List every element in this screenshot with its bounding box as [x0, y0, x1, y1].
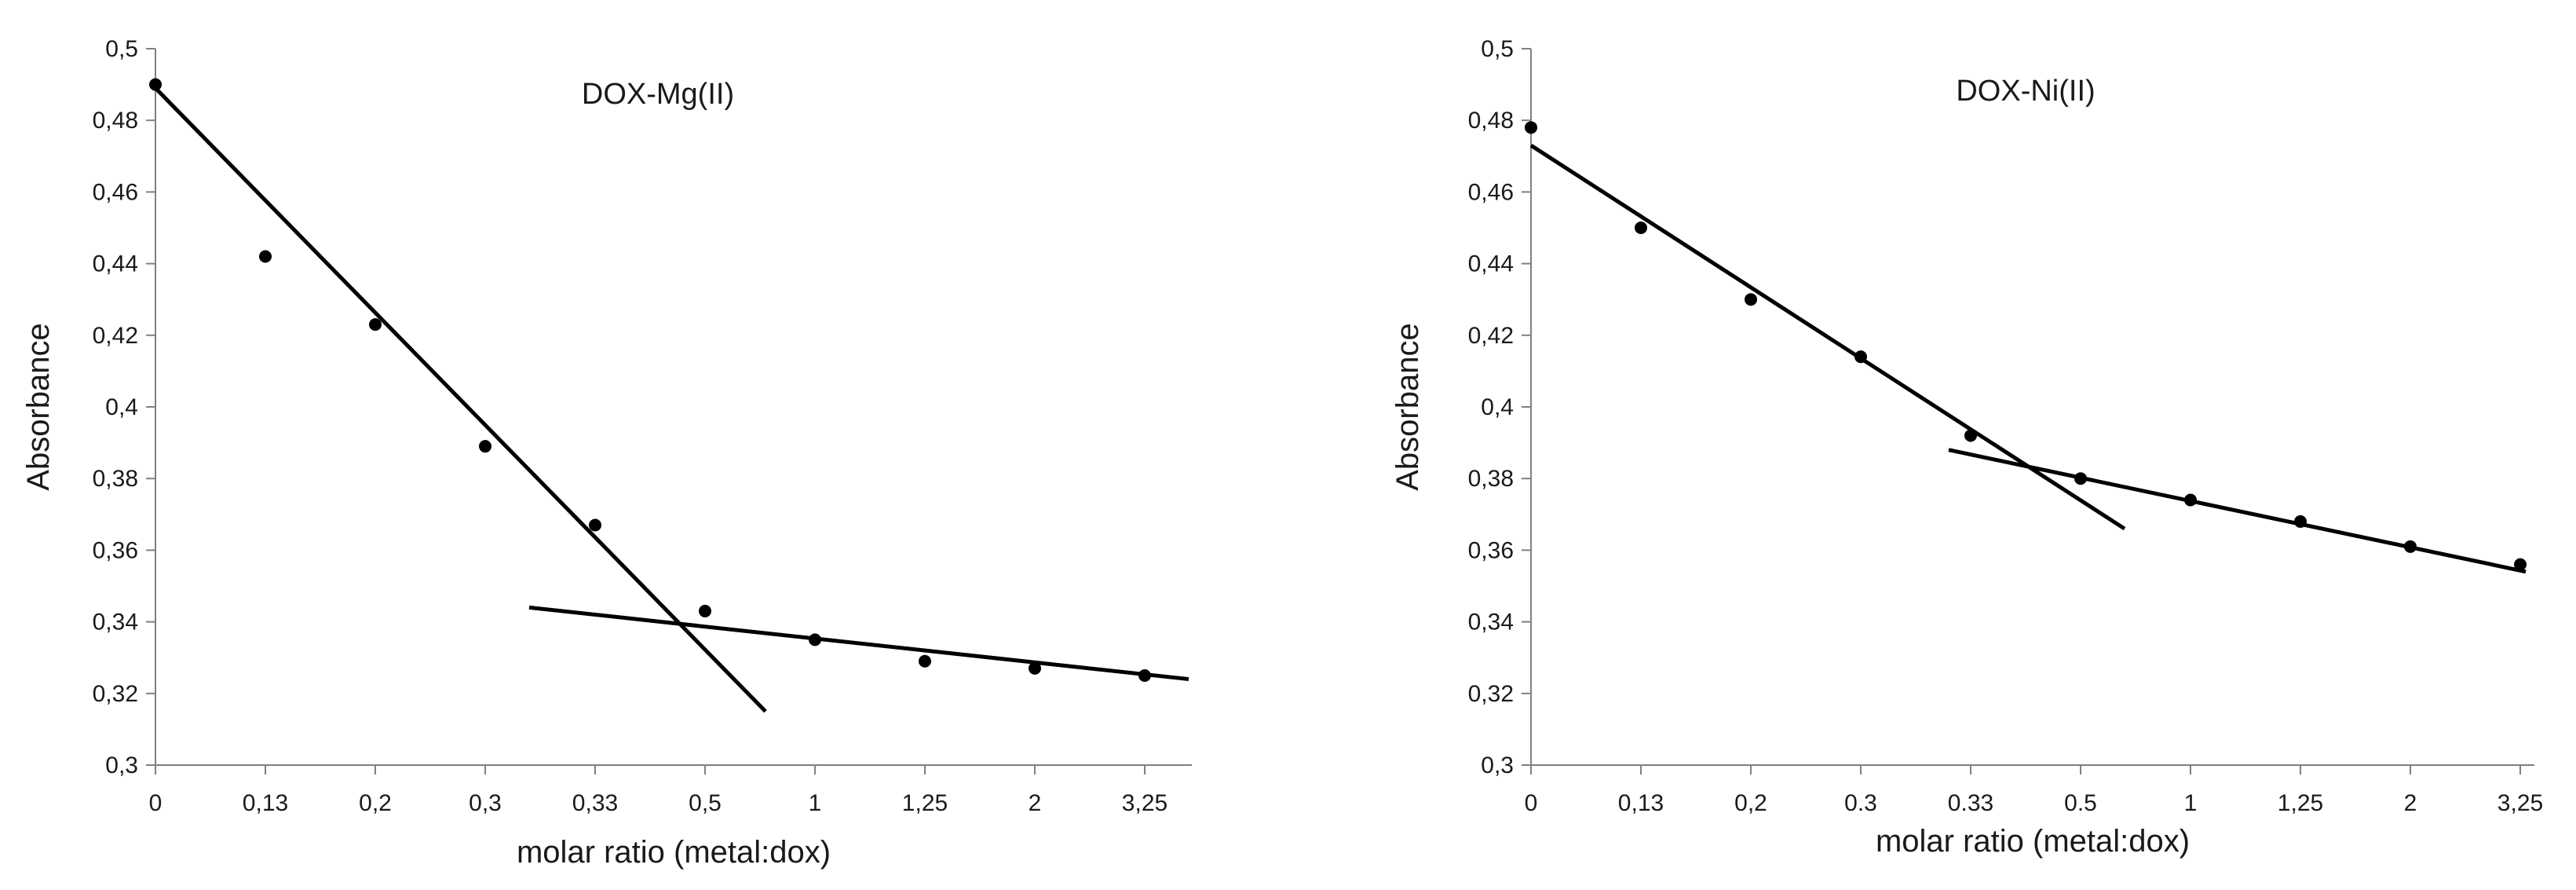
y-tick-label: 0,46: [93, 179, 138, 205]
y-tick-label: 0,3: [1481, 753, 1514, 778]
x-tick-label: 0,3: [469, 790, 502, 816]
x-tick-label: 0: [1525, 790, 1538, 816]
data-point: [2074, 472, 2087, 485]
x-tick-label: 0,13: [1618, 790, 1664, 816]
x-tick-label: 0,2: [1734, 790, 1767, 816]
x-tick-label: 3,25: [2497, 790, 2543, 816]
chart-title: DOX-Ni(II): [1956, 75, 2095, 108]
trend-line: [1948, 448, 2527, 574]
y-axis-title: Absorbance: [21, 323, 56, 490]
y-tick-label: 0,44: [1468, 251, 1514, 277]
x-tick-label: 1: [2184, 790, 2198, 816]
data-point: [1525, 121, 1537, 134]
data-point: [2184, 493, 2197, 507]
y-tick-label: 0,4: [105, 394, 138, 420]
y-tick-label: 0,36: [1468, 537, 1514, 563]
data-point: [699, 604, 711, 617]
data-point: [259, 250, 272, 263]
data-point: [919, 654, 931, 668]
data-point: [1029, 661, 1041, 675]
y-tick-label: 0,32: [1468, 681, 1514, 707]
y-tick-label: 0,44: [93, 251, 138, 277]
y-tick-label: 0,5: [105, 36, 138, 62]
x-tick-label: 0.33: [1948, 790, 1993, 816]
y-tick-label: 0,3: [105, 753, 138, 778]
y-tick-label: 0,34: [93, 610, 138, 635]
x-tick-label: 3,25: [1122, 790, 1167, 816]
x-tick-label: 1,25: [2278, 790, 2323, 816]
y-tick-label: 0,38: [93, 466, 138, 492]
y-tick-label: 0,5: [1481, 36, 1514, 62]
y-tick-label: 0,42: [1468, 323, 1514, 349]
x-tick-label: 2: [1029, 790, 1042, 816]
x-tick-label: 1: [809, 790, 822, 816]
data-point: [369, 318, 382, 331]
data-point: [2294, 515, 2307, 528]
y-tick-label: 0,38: [1468, 466, 1514, 492]
y-tick-label: 0,46: [1468, 179, 1514, 205]
data-point: [589, 518, 601, 532]
chart-title: DOX-Mg(II): [582, 78, 734, 111]
y-tick-label: 0,48: [93, 108, 138, 134]
data-point: [809, 633, 821, 646]
data-point: [1854, 350, 1867, 364]
data-point: [2404, 540, 2417, 553]
x-tick-label: 0.3: [1844, 790, 1877, 816]
x-tick-label: 1,25: [902, 790, 948, 816]
y-tick-label: 0,34: [1468, 610, 1514, 635]
data-point: [149, 78, 162, 91]
x-tick-label: 0,33: [572, 790, 618, 816]
data-point: [1138, 669, 1151, 682]
x-tick-label: 0,5: [689, 790, 722, 816]
x-axis-title: molar ratio (metal:dox): [517, 835, 831, 870]
x-tick-label: 0,2: [359, 790, 392, 816]
y-tick-label: 0,48: [1468, 108, 1514, 134]
trend-line: [154, 86, 767, 713]
data-point: [1635, 222, 1647, 234]
data-point: [2514, 558, 2527, 571]
x-tick-label: 0: [149, 790, 163, 816]
data-point: [479, 440, 491, 453]
chart-panel-ni: DOX-Ni(II) Absorbance molar ratio (metal…: [1390, 36, 2543, 859]
y-tick-label: 0,4: [1481, 394, 1514, 420]
y-tick-label: 0,36: [93, 537, 138, 563]
chart-panel-mg: DOX-Mg(II) Absorbance molar ratio (metal…: [21, 36, 1192, 870]
data-point: [1964, 429, 1977, 442]
x-tick-label: 2: [2404, 790, 2417, 816]
x-axis-title: molar ratio (metal:dox): [1876, 824, 2190, 859]
x-tick-label: 0.5: [2064, 790, 2097, 816]
x-tick-label: 0,13: [243, 790, 288, 816]
y-axis-title: Absorbance: [1390, 323, 1425, 490]
y-tick-label: 0,42: [93, 323, 138, 349]
trend-line: [528, 605, 1189, 682]
data-point: [1745, 293, 1757, 306]
trend-line: [1529, 144, 2126, 531]
y-tick-label: 0,32: [93, 681, 138, 707]
